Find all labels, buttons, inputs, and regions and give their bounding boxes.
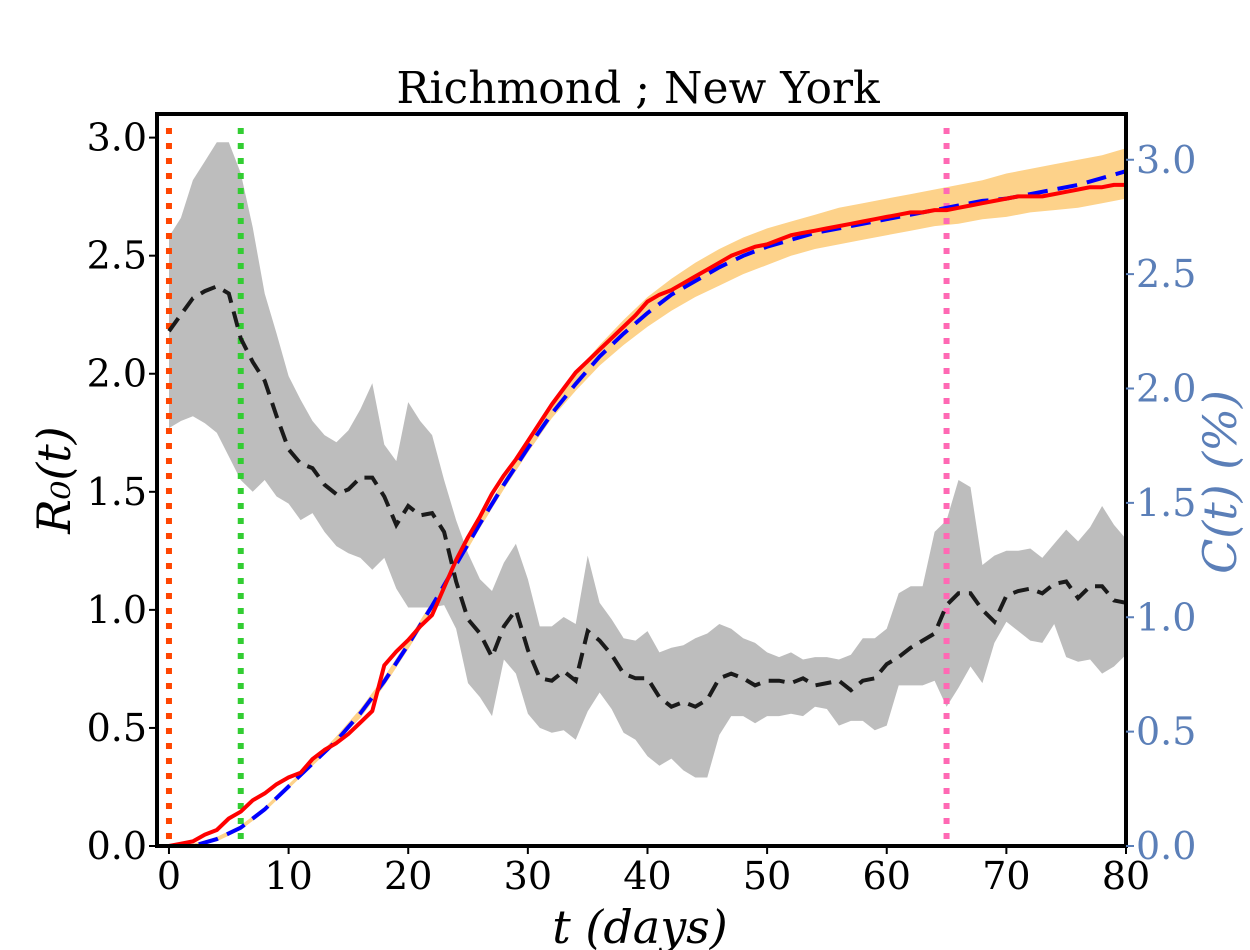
plot-frame xyxy=(155,112,1128,848)
right-y-tick-label: 2.5 xyxy=(1136,252,1196,296)
x-tick-label: 20 xyxy=(384,854,432,898)
left-y-axis-ticks: 0.0 0.5 1.0 1.5 2.0 2.5 3.0 xyxy=(87,116,157,868)
right-y-tick-label: 3.0 xyxy=(1136,138,1196,182)
left-y-tick-label: 0.5 xyxy=(87,706,147,750)
left-y-tick-label: 1.0 xyxy=(87,588,147,632)
left-y-tick-label: 1.5 xyxy=(87,470,147,514)
chart-title: Richmond ; New York xyxy=(396,63,880,114)
r0-mean-line xyxy=(167,284,1127,709)
x-tick-label: 50 xyxy=(743,854,791,898)
confidence-bands xyxy=(169,142,1126,847)
right-y-tick-label: 1.5 xyxy=(1136,481,1196,525)
left-y-tick-label: 0.0 xyxy=(87,824,147,868)
left-y-tick-label: 3.0 xyxy=(87,116,147,160)
data-lines xyxy=(167,169,1127,848)
left-y-tick-label: 2.0 xyxy=(87,352,147,396)
right-y-tick-label: 0.5 xyxy=(1136,710,1196,754)
x-tick-label: 80 xyxy=(1102,854,1150,898)
x-tick-label: 30 xyxy=(504,854,552,898)
left-y-axis-label: R₀(t) xyxy=(27,426,81,534)
right-y-axis-ticks: 0.0 0.5 1.0 1.5 2.0 2.5 3.0 xyxy=(1126,138,1196,868)
right-y-axis-label: C(t) (%) xyxy=(1193,390,1247,574)
right-y-tick-label: 0.0 xyxy=(1136,824,1196,868)
right-y-tick-label: 1.0 xyxy=(1136,595,1196,639)
left-y-tick-label: 2.5 xyxy=(87,234,147,278)
cases-observed-line xyxy=(168,182,1126,848)
x-axis-ticks: 0 10 20 30 40 50 60 70 80 xyxy=(157,846,1150,898)
x-axis-label: t (days) xyxy=(552,900,727,950)
x-tick-label: 40 xyxy=(623,854,671,898)
x-tick-label: 10 xyxy=(264,854,312,898)
r0-confidence-band xyxy=(169,142,1126,778)
x-tick-label: 60 xyxy=(863,854,911,898)
right-y-tick-label: 2.0 xyxy=(1136,367,1196,411)
x-tick-label: 0 xyxy=(157,854,181,898)
x-tick-label: 70 xyxy=(982,854,1030,898)
